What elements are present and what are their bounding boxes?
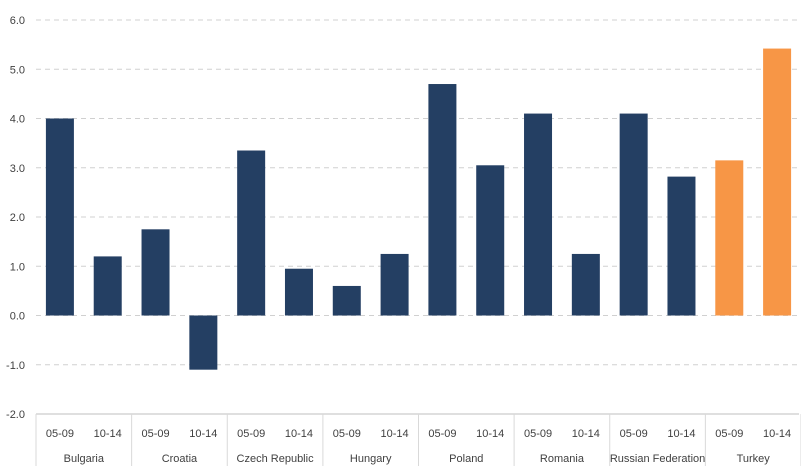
y-tick-label: 3.0 <box>10 163 25 175</box>
bar-bulgaria-10-14 <box>93 256 122 316</box>
bar-croatia-05-09 <box>141 229 170 316</box>
bar-czech-republic-10-14 <box>284 268 313 316</box>
y-tick-label: -1.0 <box>6 360 25 372</box>
x-period-label: 05-09 <box>46 428 74 440</box>
bar-croatia-10-14 <box>189 315 218 370</box>
x-country-label: Russian Federation <box>610 453 705 465</box>
x-period-label: 10-14 <box>381 428 409 440</box>
bar-turkey-05-09 <box>715 160 744 316</box>
x-country-label: Romania <box>540 453 585 465</box>
bar-russian-federation-05-09 <box>619 113 648 316</box>
y-tick-label: 6.0 <box>10 15 25 27</box>
x-country-label: Turkey <box>737 453 771 465</box>
bar-czech-republic-05-09 <box>237 150 266 316</box>
x-country-label: Czech Republic <box>237 453 315 465</box>
bar-romania-05-09 <box>524 113 553 316</box>
x-period-label: 10-14 <box>763 428 791 440</box>
bar-poland-10-14 <box>476 165 505 316</box>
x-period-label: 05-09 <box>428 428 456 440</box>
x-period-label: 10-14 <box>94 428 122 440</box>
bar-russian-federation-10-14 <box>667 176 696 316</box>
x-period-label: 05-09 <box>524 428 552 440</box>
x-period-label: 10-14 <box>189 428 217 440</box>
bar-hungary-10-14 <box>380 253 409 316</box>
x-country-label: Croatia <box>162 453 198 465</box>
x-axis: 05-09 10-14 Bulgaria 05-09 10-14 Croatia 05-09… <box>35 413 801 466</box>
bar-romania-10-14 <box>571 253 600 316</box>
x-period-label: 05-09 <box>620 428 648 440</box>
y-tick-label: -2.0 <box>6 409 25 421</box>
bar-bulgaria-05-09 <box>45 118 74 316</box>
y-tick-label: 2.0 <box>10 212 25 224</box>
bar-poland-05-09 <box>428 84 457 316</box>
y-tick-label: 5.0 <box>10 64 25 76</box>
y-tick-label: 0.0 <box>10 311 25 323</box>
y-tick-label: 4.0 <box>10 114 25 126</box>
x-period-label: 10-14 <box>285 428 313 440</box>
bar-hungary-05-09 <box>332 285 361 316</box>
x-period-label: 10-14 <box>667 428 695 440</box>
x-period-label: 05-09 <box>333 428 361 440</box>
y-axis-tick-labels: 6.0 5.0 4.0 3.0 2.0 1.0 0.0 -1.0 -2.0 <box>6 15 25 421</box>
x-country-label: Bulgaria <box>64 453 105 465</box>
y-tick-label: 1.0 <box>10 261 25 273</box>
x-period-label: 10-14 <box>572 428 600 440</box>
bars <box>45 48 792 370</box>
x-period-label: 05-09 <box>141 428 169 440</box>
x-country-label: Hungary <box>350 453 392 465</box>
x-period-label: 05-09 <box>237 428 265 440</box>
bar-turkey-10-14 <box>763 48 792 316</box>
x-period-label: 10-14 <box>476 428 504 440</box>
x-country-label: Poland <box>449 453 483 465</box>
x-period-label: 05-09 <box>715 428 743 440</box>
